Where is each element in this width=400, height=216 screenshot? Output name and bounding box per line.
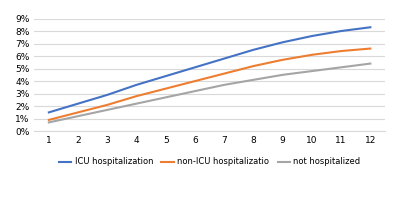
not hospitalized <box>222 84 227 86</box>
non-ICU hospitalizatio <box>222 72 227 75</box>
ICU hospitalization <box>105 94 110 96</box>
not hospitalized <box>339 66 344 69</box>
not hospitalized <box>46 121 51 124</box>
ICU hospitalization <box>163 75 168 77</box>
not hospitalized <box>368 62 373 65</box>
Line: not hospitalized: not hospitalized <box>49 64 370 122</box>
not hospitalized <box>163 96 168 99</box>
ICU hospitalization <box>339 30 344 32</box>
not hospitalized <box>193 90 198 92</box>
non-ICU hospitalizatio <box>76 111 80 114</box>
not hospitalized <box>134 102 139 105</box>
non-ICU hospitalizatio <box>368 47 373 50</box>
ICU hospitalization <box>310 35 314 37</box>
not hospitalized <box>76 115 80 118</box>
non-ICU hospitalizatio <box>163 87 168 90</box>
ICU hospitalization <box>368 26 373 29</box>
Legend: ICU hospitalization, non-ICU hospitalizatio, not hospitalized: ICU hospitalization, non-ICU hospitaliza… <box>55 154 364 170</box>
ICU hospitalization <box>76 102 80 105</box>
not hospitalized <box>280 73 285 76</box>
non-ICU hospitalizatio <box>339 50 344 52</box>
non-ICU hospitalizatio <box>251 65 256 67</box>
non-ICU hospitalizatio <box>134 95 139 97</box>
non-ICU hospitalizatio <box>105 104 110 106</box>
Line: non-ICU hospitalizatio: non-ICU hospitalizatio <box>49 49 370 120</box>
ICU hospitalization <box>193 66 198 69</box>
Line: ICU hospitalization: ICU hospitalization <box>49 27 370 112</box>
non-ICU hospitalizatio <box>310 54 314 56</box>
non-ICU hospitalizatio <box>280 59 285 61</box>
ICU hospitalization <box>134 84 139 86</box>
not hospitalized <box>105 109 110 111</box>
ICU hospitalization <box>280 41 285 44</box>
ICU hospitalization <box>251 49 256 51</box>
not hospitalized <box>310 70 314 72</box>
non-ICU hospitalizatio <box>46 119 51 121</box>
not hospitalized <box>251 79 256 81</box>
ICU hospitalization <box>46 111 51 114</box>
ICU hospitalization <box>222 57 227 60</box>
non-ICU hospitalizatio <box>193 80 198 82</box>
